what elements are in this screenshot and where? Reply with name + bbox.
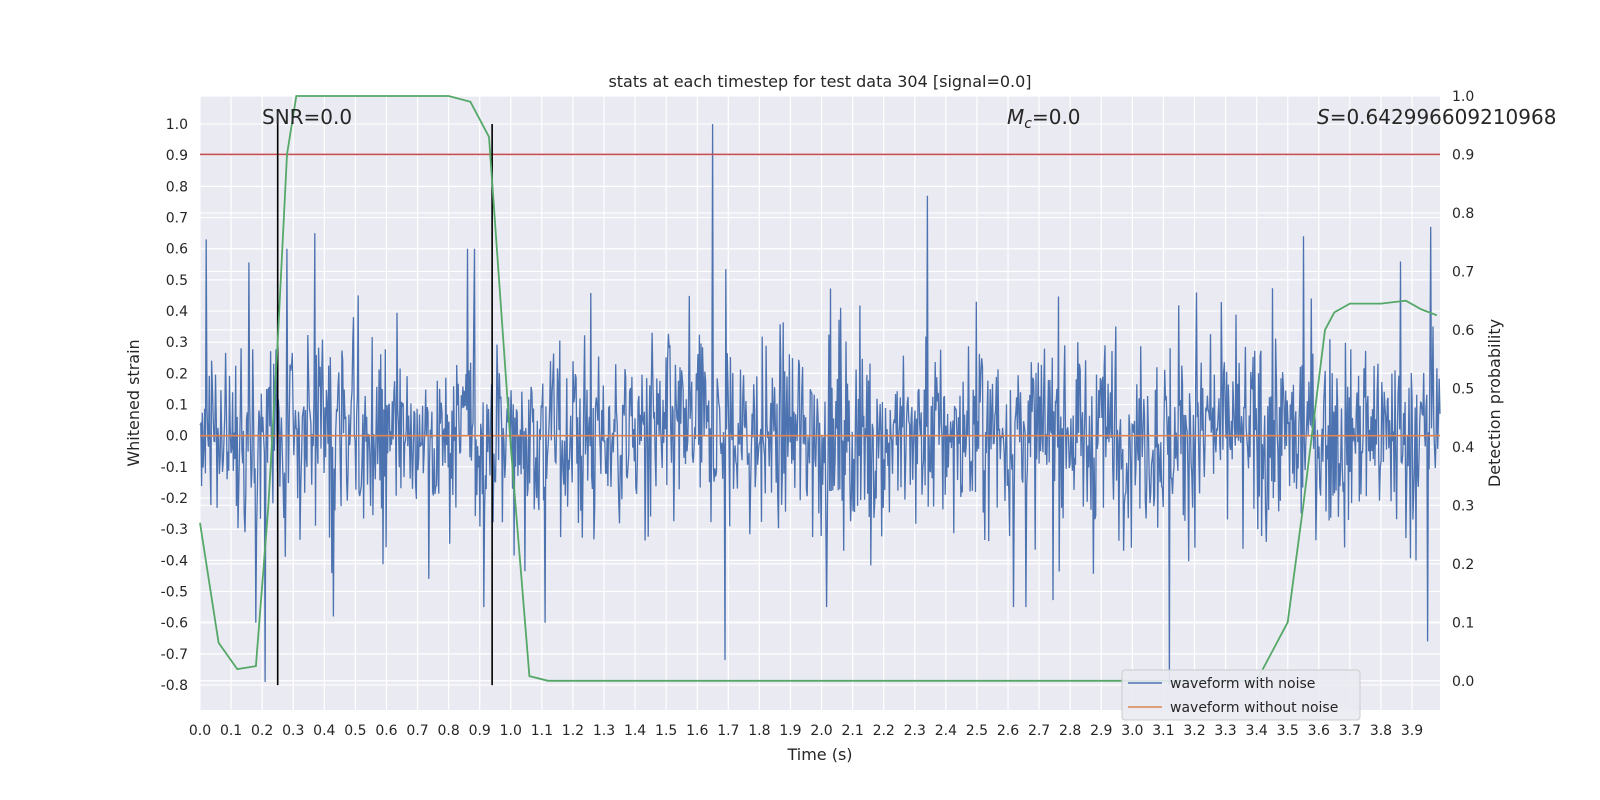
- y-tick-label: -0.1: [161, 460, 188, 476]
- x-tick-label: 1.4: [624, 723, 646, 739]
- x-tick-label: 3.4: [1246, 723, 1268, 739]
- x-tick-label: 3.9: [1401, 723, 1423, 739]
- y-tick-label: 0.8: [166, 179, 188, 195]
- x-tick-label: 0.8: [437, 723, 459, 739]
- x-tick-label: 2.8: [1059, 723, 1081, 739]
- y-tick-label: 0.1: [166, 398, 188, 414]
- x-tick-label: 0.3: [282, 723, 304, 739]
- x-tick-label: 2.1: [841, 723, 863, 739]
- legend-label-noise: waveform with noise: [1170, 676, 1315, 692]
- x-tick-label: 1.5: [655, 723, 677, 739]
- y-tick-label: -0.2: [161, 491, 188, 507]
- y2-tick-label: 0.0: [1452, 674, 1474, 690]
- x-tick-label: 1.0: [500, 723, 522, 739]
- y-tick-label: 0.9: [166, 148, 188, 164]
- y2-tick-labels: 0.0 0.1 0.2 0.3 0.4 0.5 0.6 0.7 0.8 0.9 1.0: [1452, 89, 1474, 690]
- legend-label-clean: waveform without noise: [1170, 700, 1338, 716]
- y-tick-label: -0.8: [161, 678, 188, 694]
- x-tick-label: 3.6: [1308, 723, 1330, 739]
- x-tick-label: 0.1: [220, 723, 242, 739]
- x-tick-label: 2.9: [1090, 723, 1112, 739]
- x-tick-label: 0.6: [375, 723, 397, 739]
- x-tick-label: 0.5: [344, 723, 366, 739]
- y-tick-label: 0.5: [166, 273, 188, 289]
- y-tick-label: 0.6: [166, 242, 188, 258]
- y2-axis-label: Detection probability: [1485, 319, 1504, 487]
- y-tick-label: 0.7: [166, 211, 188, 227]
- x-tick-label: 2.6: [997, 723, 1019, 739]
- y2-tick-label: 0.3: [1452, 498, 1474, 514]
- series-detection-probability: [199, 95, 1438, 682]
- y2-tick-label: 0.6: [1452, 323, 1474, 339]
- x-tick-label: 0.7: [406, 723, 428, 739]
- x-tick-labels: 0.0 0.1 0.2 0.3 0.4 0.5 0.6 0.7 0.8 0.9 1.0 1.1 1.2 1…: [189, 723, 1423, 739]
- mc-annotation: Mc=0.0: [1007, 105, 1081, 132]
- x-tick-label: 3.3: [1214, 723, 1236, 739]
- x-tick-label: 2.0: [810, 723, 832, 739]
- snr-annotation: SNR=0.0: [262, 105, 352, 129]
- legend-box: [1121, 669, 1361, 721]
- y2-tick-label: 0.5: [1452, 381, 1474, 397]
- y2-tick-label: 1.0: [1452, 89, 1474, 105]
- x-tick-label: 3.1: [1152, 723, 1174, 739]
- x-tick-label: 1.8: [748, 723, 770, 739]
- series-waveform-with-noise: [199, 124, 1441, 686]
- legend: waveform with noise waveform without noi…: [1121, 669, 1361, 721]
- y2-tick-label: 0.8: [1452, 206, 1474, 222]
- x-tick-label: 2.2: [873, 723, 895, 739]
- x-tick-label: 1.7: [717, 723, 739, 739]
- chart-title: stats at each timestep for test data 304…: [608, 72, 1031, 91]
- noise-trace: [199, 124, 1441, 686]
- y-tick-labels: -0.8 -0.7 -0.6 -0.5 -0.4 -0.3 -0.2 -0.1 0.0 0.1 0.…: [161, 117, 188, 694]
- x-tick-label: 0.0: [189, 723, 211, 739]
- y-tick-label: -0.4: [161, 553, 188, 569]
- y-tick-label: -0.7: [161, 647, 188, 663]
- x-tick-label: 2.3: [904, 723, 926, 739]
- x-tick-label: 2.4: [935, 723, 957, 739]
- y-tick-label: 0.3: [166, 335, 188, 351]
- y2-tick-label: 0.4: [1452, 440, 1474, 456]
- x-tick-label: 1.6: [686, 723, 708, 739]
- event-markers: [276, 124, 493, 686]
- x-axis-label: Time (s): [786, 745, 852, 764]
- y-tick-label: 0.4: [166, 304, 188, 320]
- y-tick-label: 0.2: [166, 366, 188, 382]
- y2-tick-label: 0.1: [1452, 615, 1474, 631]
- x-tick-label: 1.3: [593, 723, 615, 739]
- y-tick-label: 1.0: [166, 117, 188, 133]
- y2-tick-label: 0.9: [1452, 147, 1474, 163]
- x-tick-label: 1.9: [779, 723, 801, 739]
- x-tick-label: 0.9: [469, 723, 491, 739]
- x-tick-label: 2.7: [1028, 723, 1050, 739]
- x-tick-label: 3.7: [1339, 723, 1361, 739]
- x-tick-label: 1.1: [531, 723, 553, 739]
- y2-tick-label: 0.2: [1452, 557, 1474, 573]
- x-tick-label: 3.5: [1277, 723, 1299, 739]
- y2-tick-label: 0.7: [1452, 264, 1474, 280]
- y-tick-label: -0.3: [161, 522, 188, 538]
- x-tick-label: 3.2: [1183, 723, 1205, 739]
- x-tick-label: 0.2: [251, 723, 273, 739]
- y-tick-label: -0.5: [161, 585, 188, 601]
- x-tick-label: 3.0: [1121, 723, 1143, 739]
- y-axis-label: Whitened strain: [124, 339, 143, 466]
- x-tick-label: 2.5: [966, 723, 988, 739]
- y-tick-label: -0.6: [161, 616, 188, 632]
- y-tick-label: 0.0: [166, 429, 188, 445]
- x-tick-label: 3.8: [1370, 723, 1392, 739]
- x-tick-label: 0.4: [313, 723, 335, 739]
- x-tick-label: 1.2: [562, 723, 584, 739]
- s-annotation: S=0.642996609210968: [1317, 105, 1556, 129]
